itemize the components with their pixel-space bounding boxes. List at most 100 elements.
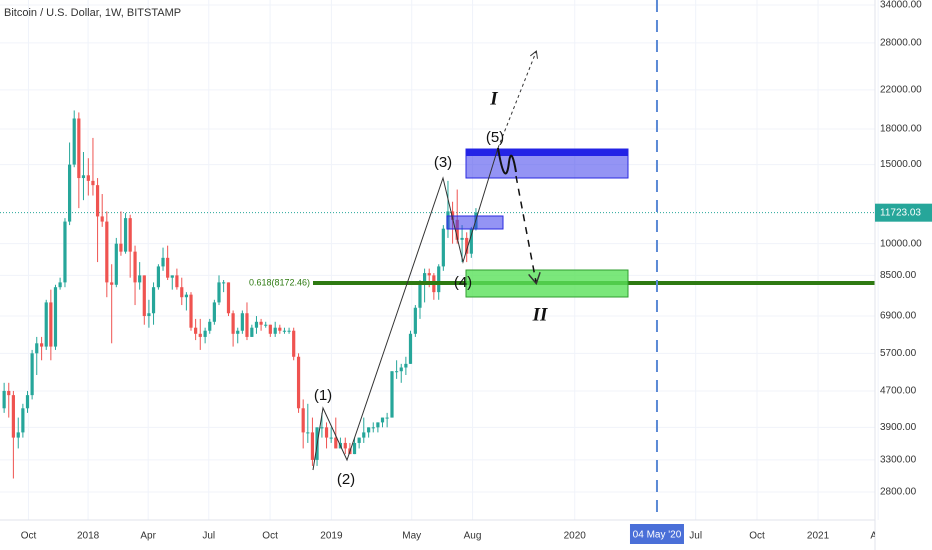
wave-degree-label: II xyxy=(532,304,548,325)
y-tick-label: 34000.00 xyxy=(880,0,922,11)
y-tick-label: 2800.00 xyxy=(880,487,917,498)
candle-body xyxy=(198,333,202,337)
candle-body xyxy=(264,324,268,326)
candle-body xyxy=(16,432,20,438)
candle-body xyxy=(423,273,427,285)
candle-body xyxy=(30,353,34,396)
y-tick-label: 10000.00 xyxy=(880,238,922,249)
candle-body xyxy=(418,284,422,308)
candle-body xyxy=(25,395,30,409)
candle-body xyxy=(362,432,366,438)
candles xyxy=(2,110,478,479)
chart-title: Bitcoin / U.S. Dollar, 1W, BITSTAMP xyxy=(4,7,181,19)
target-zone-band xyxy=(466,149,628,156)
wave-label: (4) xyxy=(454,274,472,291)
wave-label: (5) xyxy=(486,129,504,146)
candle-body xyxy=(105,221,109,283)
candle-body xyxy=(53,287,58,347)
candle-body xyxy=(2,390,6,409)
x-tick-label: Oct xyxy=(262,531,278,542)
x-tick-label: Oct xyxy=(749,531,765,542)
candle-body xyxy=(142,275,146,317)
candle-body xyxy=(404,363,408,368)
candle-body xyxy=(91,180,95,186)
candle-body xyxy=(119,243,123,252)
candle-body xyxy=(413,307,417,334)
candle-body xyxy=(292,330,296,357)
x-axis: Oct 2018 Apr Jul Oct 2019 May Aug 2020 Jul Oct 2021… xyxy=(21,531,886,542)
support-zone xyxy=(465,269,629,298)
axes: 2800.00 3300.00 3900.00 4700.00 5700.00 6900.… xyxy=(629,0,932,544)
candle-body xyxy=(390,371,394,418)
x-tick-label: 2019 xyxy=(320,531,343,542)
candle-body xyxy=(395,371,399,373)
candle-body xyxy=(128,218,132,252)
candle-body xyxy=(399,367,403,372)
candle-body xyxy=(7,390,11,396)
candle-body xyxy=(72,118,76,165)
candle-body xyxy=(455,219,459,240)
candle-body xyxy=(63,221,67,283)
candle-body xyxy=(427,273,431,276)
candle-body xyxy=(203,330,207,337)
candle-body xyxy=(408,333,413,364)
candle-body xyxy=(259,321,263,325)
candle-body xyxy=(156,266,161,288)
x-tick-label: Jul xyxy=(689,531,702,542)
grid xyxy=(0,0,879,520)
candle-body xyxy=(100,216,104,222)
candle-body xyxy=(254,321,259,328)
x-tick-label: Jul xyxy=(202,531,215,542)
candle-body xyxy=(343,442,347,449)
candle-body xyxy=(245,313,249,337)
candle-body xyxy=(437,266,441,293)
candle-body xyxy=(217,282,221,303)
candle-body xyxy=(123,218,128,252)
candle-body xyxy=(367,427,371,433)
y-tick-label: 4700.00 xyxy=(880,386,917,397)
candle-body xyxy=(110,282,114,285)
candle-body xyxy=(77,118,81,179)
candle-body xyxy=(278,327,282,331)
candle-body xyxy=(320,427,324,429)
candle-body xyxy=(133,251,137,283)
y-tick-label: 5700.00 xyxy=(880,348,917,359)
candle-body xyxy=(329,437,333,439)
candle-body xyxy=(226,282,231,314)
y-tick-label: 8500.00 xyxy=(880,270,917,281)
candle-body xyxy=(385,417,389,419)
candle-body xyxy=(352,442,357,455)
x-tick-label: 2018 xyxy=(77,531,100,542)
wave-label: (3) xyxy=(434,154,452,171)
wave-label: (2) xyxy=(337,471,355,488)
candle-body xyxy=(44,302,48,347)
y-tick-label: 3300.00 xyxy=(880,455,917,466)
candle-body xyxy=(114,243,118,285)
y-tick-label: 15000.00 xyxy=(880,159,922,170)
wave-path xyxy=(312,147,499,471)
x-tick-label: Apr xyxy=(870,531,886,542)
candle-body xyxy=(469,228,473,254)
wave-label: (1) xyxy=(314,387,332,404)
candle-body xyxy=(180,287,184,298)
y-tick-label: 6900.00 xyxy=(880,311,917,322)
candle-body xyxy=(296,356,301,409)
y-tick-label: 3900.00 xyxy=(880,422,917,433)
crosshair-box xyxy=(629,524,684,544)
candle-body xyxy=(40,343,44,347)
candle-body xyxy=(170,275,174,278)
candle-body xyxy=(301,408,305,433)
candle-body xyxy=(212,302,216,322)
last-price-box xyxy=(875,203,932,222)
candle-body xyxy=(380,417,385,423)
candle-body xyxy=(35,343,39,354)
candle-body xyxy=(240,313,244,331)
candle-body xyxy=(334,437,338,449)
candle-body xyxy=(231,313,235,334)
candle-body xyxy=(268,324,272,334)
candle-body xyxy=(441,228,445,267)
candle-body xyxy=(306,432,310,434)
candle-body xyxy=(194,327,198,334)
candle-body xyxy=(282,330,287,332)
